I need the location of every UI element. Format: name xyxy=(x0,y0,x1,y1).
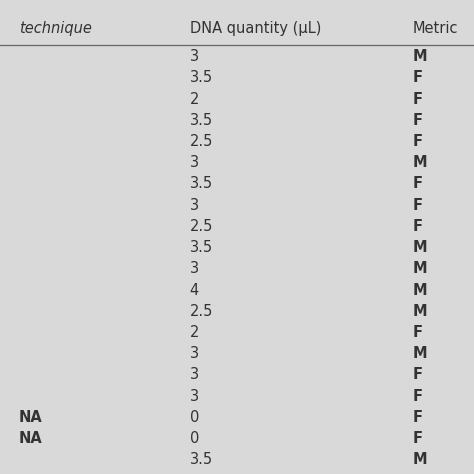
Text: NA: NA xyxy=(19,431,43,446)
Text: M: M xyxy=(412,346,427,361)
Text: M: M xyxy=(412,452,427,467)
Text: technique: technique xyxy=(19,20,92,36)
Text: F: F xyxy=(412,176,422,191)
Text: M: M xyxy=(412,283,427,298)
Text: F: F xyxy=(412,91,422,107)
Text: 3.5: 3.5 xyxy=(190,176,213,191)
Text: F: F xyxy=(412,367,422,383)
Text: 3: 3 xyxy=(190,261,199,276)
Text: 3: 3 xyxy=(190,155,199,170)
Text: 2: 2 xyxy=(190,91,199,107)
Text: F: F xyxy=(412,113,422,128)
Text: Metric: Metric xyxy=(412,20,458,36)
Text: 3.5: 3.5 xyxy=(190,71,213,85)
Text: 0: 0 xyxy=(190,410,199,425)
Text: 3.5: 3.5 xyxy=(190,240,213,255)
Text: 3.5: 3.5 xyxy=(190,452,213,467)
Text: F: F xyxy=(412,389,422,403)
Text: 3: 3 xyxy=(190,389,199,403)
Text: 3: 3 xyxy=(190,367,199,383)
Text: F: F xyxy=(412,325,422,340)
Text: M: M xyxy=(412,261,427,276)
Text: M: M xyxy=(412,49,427,64)
Text: NA: NA xyxy=(19,410,43,425)
Text: 2.5: 2.5 xyxy=(190,219,213,234)
Text: DNA quantity (μL): DNA quantity (μL) xyxy=(190,20,321,36)
Text: 4: 4 xyxy=(190,283,199,298)
Text: 3: 3 xyxy=(190,346,199,361)
Text: 3: 3 xyxy=(190,198,199,213)
Text: F: F xyxy=(412,198,422,213)
Text: 2.5: 2.5 xyxy=(190,304,213,319)
Text: 3: 3 xyxy=(190,49,199,64)
Text: 2.5: 2.5 xyxy=(190,134,213,149)
Text: 0: 0 xyxy=(190,431,199,446)
Text: M: M xyxy=(412,240,427,255)
Text: F: F xyxy=(412,71,422,85)
Text: F: F xyxy=(412,219,422,234)
Text: 2: 2 xyxy=(190,325,199,340)
Text: F: F xyxy=(412,134,422,149)
Text: M: M xyxy=(412,155,427,170)
Text: F: F xyxy=(412,431,422,446)
Text: F: F xyxy=(412,410,422,425)
Text: M: M xyxy=(412,304,427,319)
Text: 3.5: 3.5 xyxy=(190,113,213,128)
